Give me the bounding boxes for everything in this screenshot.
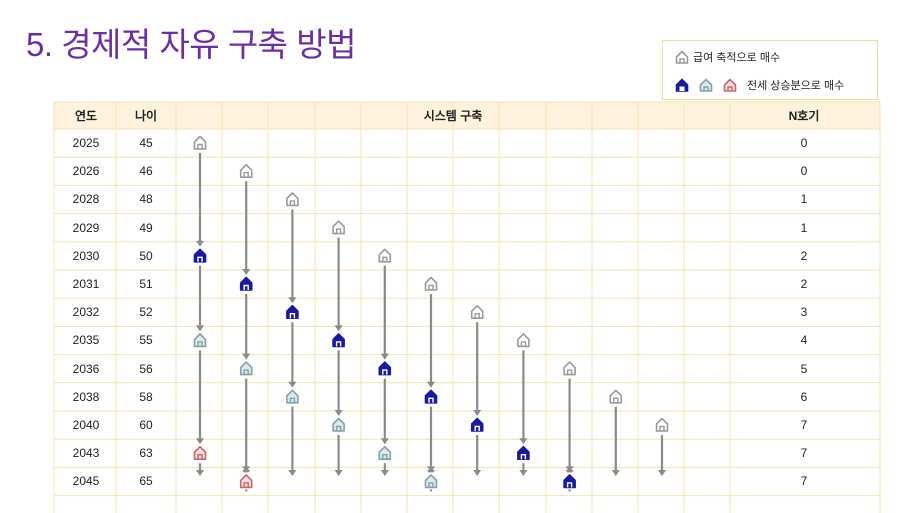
header-system: 시스템 구축	[423, 109, 483, 123]
row-year: 2043	[72, 446, 100, 461]
row-age: 58	[139, 389, 153, 404]
row-age: 56	[139, 361, 153, 376]
header-count: N호기	[788, 109, 820, 123]
row-count: 7	[800, 418, 808, 432]
page-title: 5. 경제적 자유 구축 방법	[26, 26, 356, 63]
row-count: 0	[800, 136, 808, 150]
header-year: 연도	[74, 109, 98, 123]
row-year: 2035	[72, 333, 100, 348]
house-outline-icon	[675, 50, 689, 64]
row-age: 45	[139, 136, 153, 150]
house-red-icon	[723, 78, 737, 92]
row-count: 7	[800, 474, 808, 489]
legend-item-jeonse: 전세 상승분으로 매수	[675, 77, 844, 93]
row-count: 4	[800, 333, 808, 348]
row-count: 1	[800, 220, 808, 235]
row-year: 2029	[72, 220, 100, 235]
row-age: 49	[139, 220, 153, 235]
row-age: 60	[139, 418, 153, 432]
row-count: 3	[800, 305, 808, 320]
legend-label-salary: 급여 축적으로 매수	[693, 52, 781, 64]
row-age: 55	[139, 333, 153, 348]
row-year: 2038	[72, 389, 100, 404]
legend: 급여 축적으로 매수 전세 상승분으로 매수	[662, 40, 878, 100]
row-count: 5	[800, 361, 808, 376]
row-year: 2036	[72, 361, 100, 376]
legend-item-salary: 급여 축적으로 매수	[675, 49, 780, 65]
header-age: 나이	[134, 109, 158, 123]
row-count: 2	[800, 277, 808, 291]
row-year: 2025	[72, 136, 100, 150]
row-year: 2030	[72, 248, 100, 263]
house-teal-icon	[699, 78, 713, 92]
row-age: 65	[139, 474, 153, 489]
row-age: 50	[139, 248, 153, 263]
row-age: 48	[139, 192, 153, 207]
row-count: 1	[800, 192, 808, 207]
row-count: 0	[800, 164, 808, 179]
row-year: 2031	[72, 277, 100, 291]
house-blue-icon	[675, 78, 689, 92]
row-year: 2045	[72, 474, 100, 489]
row-year: 2026	[72, 164, 100, 179]
legend-label-jeonse: 전세 상승분으로 매수	[747, 80, 845, 92]
row-age: 51	[139, 277, 153, 291]
row-count: 6	[800, 389, 808, 404]
row-year: 2032	[72, 305, 100, 320]
row-age: 46	[139, 164, 153, 179]
row-year: 2040	[72, 418, 100, 432]
row-age: 52	[139, 305, 153, 320]
row-count: 2	[800, 248, 808, 263]
row-count: 7	[800, 446, 808, 461]
row-year: 2028	[72, 192, 100, 207]
row-age: 63	[139, 446, 153, 461]
